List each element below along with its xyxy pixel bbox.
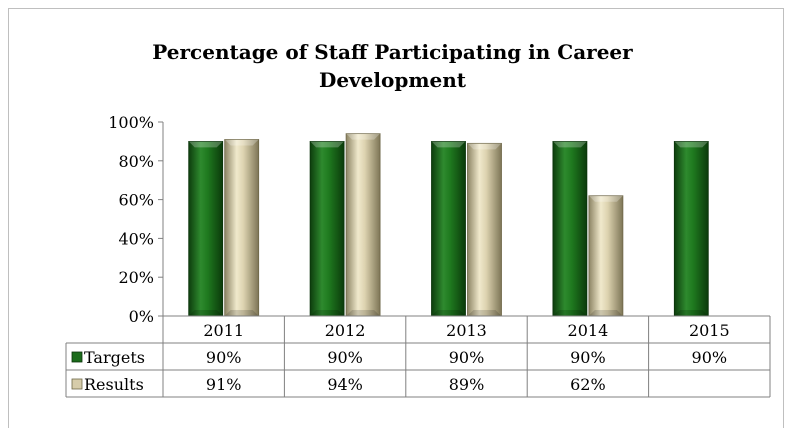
y-tick-label: 40% [118,229,154,248]
chart-title: Percentage of Staff Participating in Car… [0,38,785,94]
y-tick-label: 80% [118,152,154,171]
data-label-results: 89% [449,375,485,394]
y-tick-label: 100% [108,113,154,132]
bar-targets-2014 [552,140,588,317]
data-label-targets: 90% [206,348,242,367]
data-label-results: 91% [206,375,242,394]
y-tick-label: 20% [118,268,154,287]
x-category-label: 2013 [446,321,487,340]
bar-results-2012 [345,133,381,317]
chart-frame [8,8,784,428]
x-category-label: 2014 [568,321,609,340]
x-category-label: 2011 [203,321,244,340]
legend-key-results [71,378,83,390]
data-label-results: 62% [570,375,606,394]
bar-targets-2011 [188,140,224,317]
bar-targets-2015 [673,140,709,317]
legend-key-targets [71,351,83,363]
chart-title-line-1: Percentage of Staff Participating in Car… [152,40,633,64]
data-label-targets: 90% [692,348,728,367]
legend-label-results: Results [84,375,144,394]
bar-results-2013 [467,142,502,317]
legend-label-targets: Targets [84,348,145,367]
data-label-results: 94% [327,375,363,394]
x-category-label: 2015 [689,321,730,340]
data-label-targets: 90% [570,348,606,367]
data-label-targets: 90% [449,348,485,367]
chart-title-line-2: Development [318,68,466,92]
bar-targets-2013 [431,140,466,317]
bar-results-2011 [224,139,260,317]
y-tick-label: 60% [118,191,154,210]
y-tick-label: 0% [129,307,154,326]
data-label-targets: 90% [327,348,363,367]
bar-results-2014 [588,195,624,317]
bar-targets-2012 [309,140,345,317]
x-category-label: 2012 [325,321,366,340]
